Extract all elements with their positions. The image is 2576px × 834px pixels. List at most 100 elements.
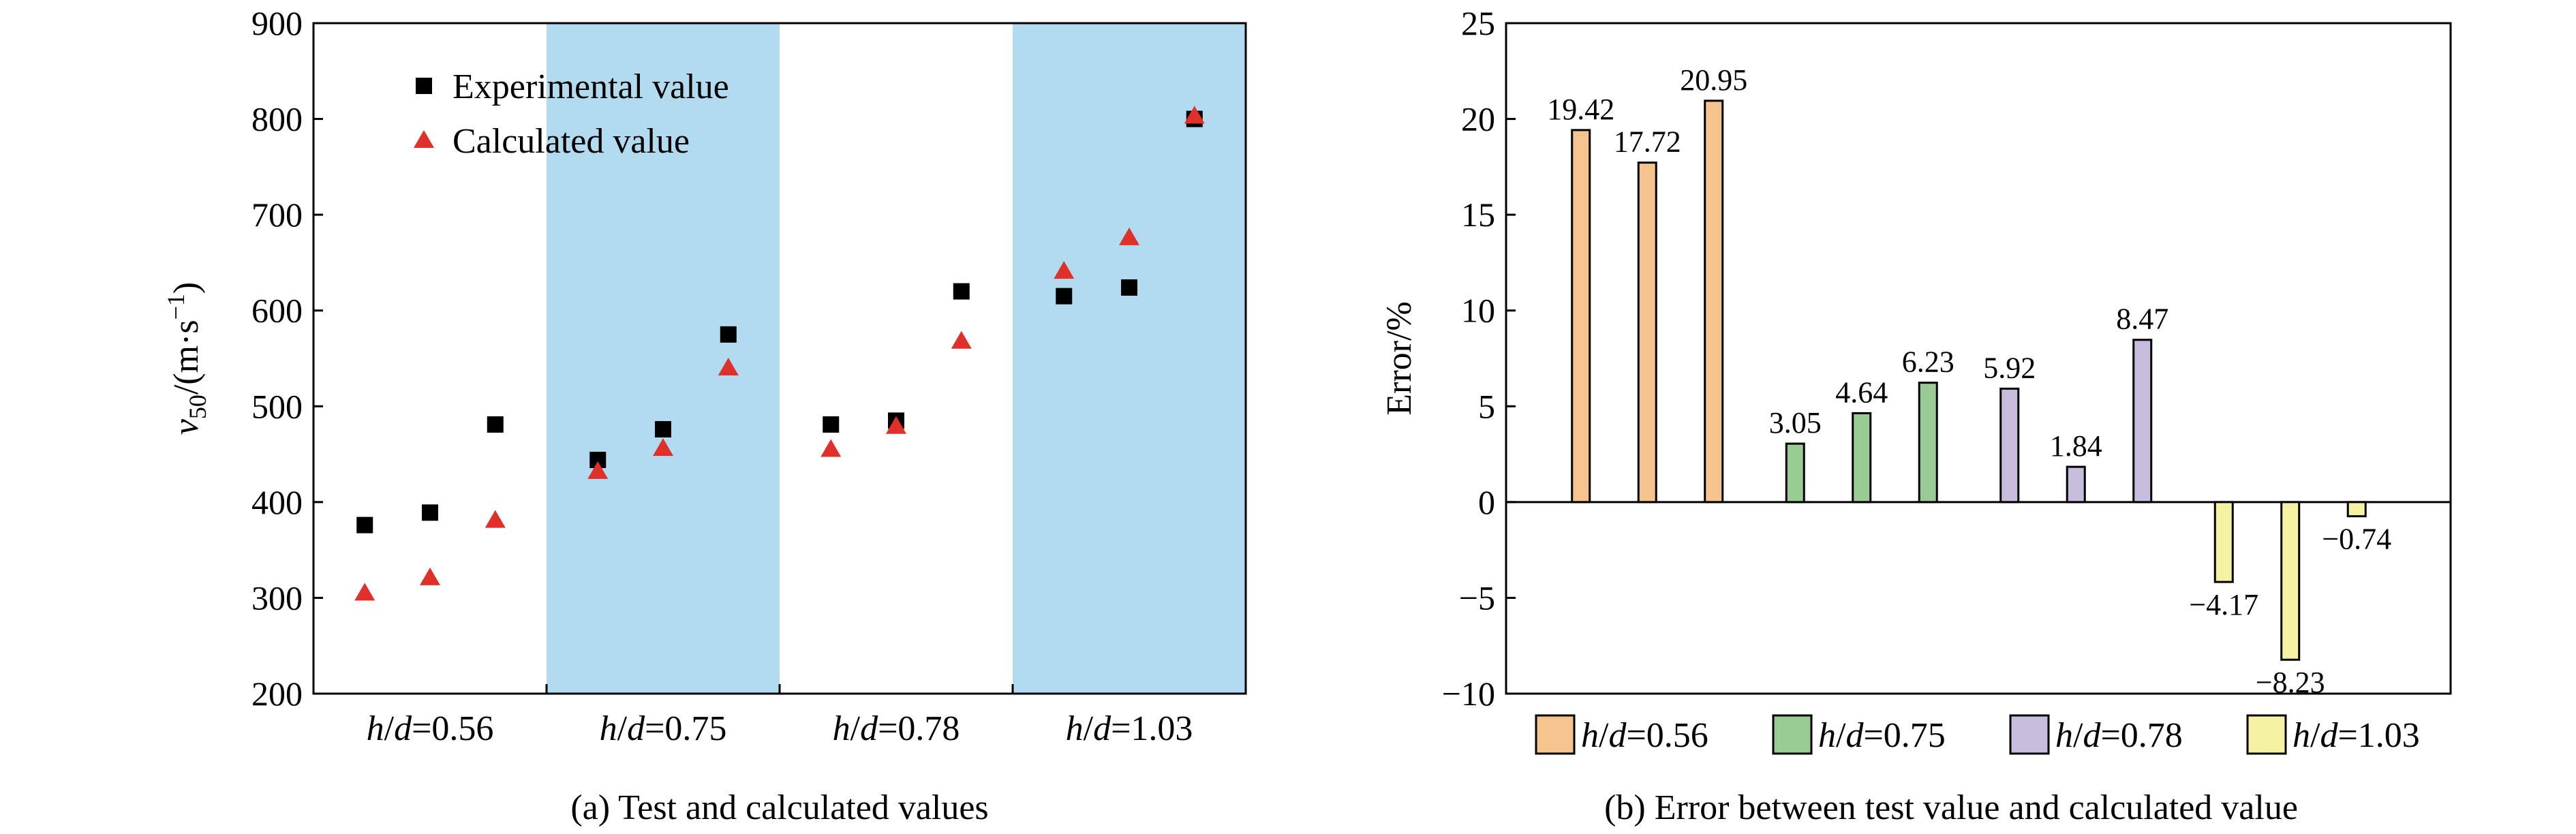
x-label-value: =0.78 [878,709,960,748]
bar-value-label: 3.05 [1769,406,1822,439]
legend-value: =0.56 [1626,716,1708,755]
legend-entry-label: Calculated value [453,122,690,161]
legend-var: h [2293,716,2310,755]
legend-value: =0.78 [2100,716,2182,755]
x-label-var2: d [1093,709,1111,748]
legend-var: h [2055,716,2073,755]
bar-value-label: 1.84 [2050,429,2102,463]
x-label-var: h [1066,709,1084,748]
y-tick-label: 0 [1478,483,1495,521]
legend-entry-label: h/d=0.75 [1818,716,1946,755]
bar-value-label: 6.23 [1902,345,1954,379]
x-label-slash: / [617,709,628,748]
experimental-point [823,416,840,433]
legend-value: =0.75 [1863,716,1945,755]
legend-slash: / [1836,716,1846,755]
legend-entry-label: h/d=0.56 [1581,716,1708,755]
experimental-point [655,421,671,438]
legend-entry-label: h/d=0.78 [2055,716,2183,755]
legend-value: =1.03 [2337,716,2419,755]
y-label-superscript: −1 [162,294,189,320]
y-tick-label: −10 [1442,675,1495,713]
calculated-point [886,416,906,434]
y-tick-label: 600 [251,292,303,330]
y-tick-label: 700 [251,196,303,234]
panel-b-caption: (b) Error between test value and calcula… [1604,788,2298,827]
bar-value-label: 20.95 [1680,63,1747,97]
y-tick-label: 300 [251,578,303,617]
y-tick-label: 800 [251,100,303,138]
x-label-value: =0.56 [412,709,493,748]
calculated-point [1119,227,1139,245]
bar-value-label: 8.47 [2116,303,2168,336]
x-group-label: h/d=1.03 [1066,709,1193,748]
error-bar [2066,465,2086,504]
legend-var2: d [2083,716,2101,755]
y-label-subscript: 50 [184,395,211,419]
legend-var: h [1581,716,1599,755]
y-tick-label: −5 [1459,578,1495,617]
experimental-point [1056,288,1073,305]
x-label-slash: / [850,709,861,748]
legend-slash: / [1599,716,1609,755]
error-bar [1918,382,1938,504]
y-tick-label: 400 [251,483,303,521]
error-bar [1785,442,1805,504]
experimental-point [487,416,504,433]
x-label-var2: d [860,709,878,748]
bar-value-label: 5.92 [1983,351,2036,384]
panel-a-caption: (a) Test and calculated values [570,788,988,827]
y-axis-label: v50/(m·s−1) [162,282,211,435]
experimental-point [720,326,737,343]
error-bar [2213,501,2234,583]
y-tick-label: 25 [1461,4,1495,42]
legend-var2: d [1608,716,1627,755]
error-bar [1571,129,1591,504]
bar-value-label: −4.17 [2189,588,2258,621]
bar-value-label: 4.64 [1835,375,1888,409]
x-label-slash: / [384,709,395,748]
y-tick-label: 10 [1461,292,1495,330]
experimental-point [356,516,373,534]
bar-value-label: 17.72 [1614,125,1681,159]
legend-swatch [1535,714,1576,755]
legend-var: h [1818,716,1836,755]
legend-entry-label: Experimental value [453,67,729,106]
y-tick-label: 200 [251,675,303,713]
x-group-label: h/d=0.56 [367,709,494,748]
legend-triangle-marker [414,130,434,148]
y-label-unit: /(m·s [167,320,206,395]
calculated-point [420,567,440,585]
group-shade-band [1013,23,1246,694]
x-group-label: h/d=0.75 [600,709,727,748]
error-bar [2346,501,2367,518]
bar-value-label: −0.74 [2322,523,2391,556]
y-label-var: v [167,418,206,435]
error-bar [1999,387,2020,504]
bar-value-label: −8.23 [2256,666,2325,699]
legend-swatch [1772,714,1813,755]
legend-swatch [2009,714,2050,755]
legend-var2: d [2320,716,2338,755]
y-tick-label: 20 [1461,100,1495,138]
x-label-var2: d [394,709,412,748]
y-tick-label: 900 [251,4,303,42]
y-label-unit-close: ) [167,282,206,294]
calculated-point [821,439,842,457]
legend-slash: / [2310,716,2320,755]
y-tick-label: 15 [1461,196,1495,234]
legend-slash: / [2073,716,2083,755]
x-group-label: h/d=0.78 [833,709,960,748]
experimental-point [953,283,970,300]
legend-entry-label: h/d=1.03 [2293,716,2420,755]
calculated-point [718,358,739,376]
group-shade-band [547,23,780,694]
x-label-slash: / [1084,709,1094,748]
x-label-var: h [600,709,617,748]
legend-square-marker [416,78,432,94]
x-label-var: h [367,709,384,748]
calculated-point [653,438,673,457]
x-label-var: h [833,709,850,748]
calculated-point [354,583,375,601]
